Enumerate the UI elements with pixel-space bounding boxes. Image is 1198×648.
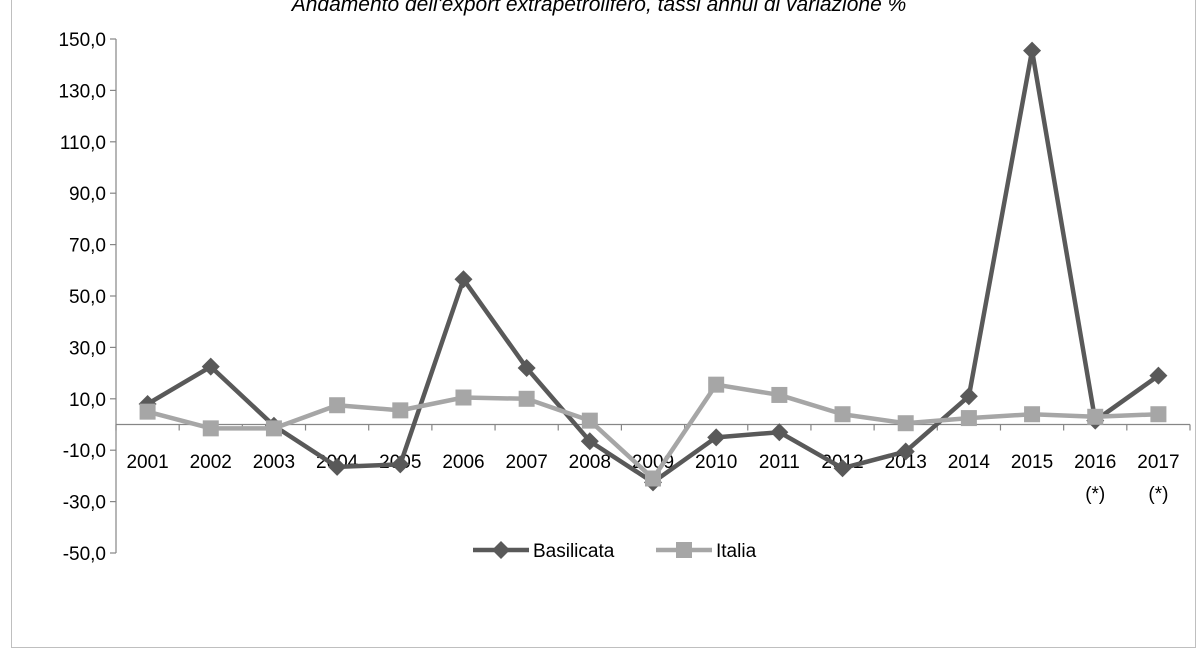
data-point <box>391 455 410 474</box>
x-tick-label: 2008 <box>569 452 611 473</box>
data-point <box>202 420 219 437</box>
data-point <box>328 457 347 476</box>
legend: Basilicata Italia <box>473 541 757 562</box>
legend-item-basilicata: Basilicata <box>473 541 615 562</box>
data-point <box>517 358 536 377</box>
legend-label: Italia <box>716 541 757 562</box>
x-tick-label: 2014 <box>948 452 991 473</box>
chart-title: Andamento dell'export extrapetrolifero, … <box>291 0 907 16</box>
x-tick-label: 2015 <box>1011 452 1053 473</box>
data-point <box>960 410 977 427</box>
x-tick-label: 2006 <box>442 452 484 473</box>
y-tick-label: 90,0 <box>69 184 106 205</box>
y-axis-tick-labels: 150,0 130,0 110,0 90,0 70,0 50,0 30,0 10,0 -10,0… <box>58 30 106 565</box>
data-point <box>1023 41 1042 60</box>
data-point <box>201 357 220 376</box>
y-tick-label: -10,0 <box>63 441 106 462</box>
x-tick-label: 2002 <box>190 452 232 473</box>
y-tick-label: 30,0 <box>69 338 106 359</box>
data-point <box>139 403 156 420</box>
y-tick-label: 50,0 <box>69 287 106 308</box>
legend-item-italia: Italia <box>656 541 757 562</box>
data-point <box>1149 366 1168 385</box>
data-point <box>1087 408 1104 425</box>
y-tick-label: 130,0 <box>58 81 106 102</box>
data-point <box>896 442 915 461</box>
data-point <box>1024 406 1041 423</box>
data-point <box>329 397 346 414</box>
x-tick-label: 2007 <box>506 452 548 473</box>
legend-label: Basilicata <box>533 541 615 562</box>
series-group <box>138 41 1168 492</box>
x-tick-label: 2017 <box>1137 452 1179 473</box>
y-tick-label: 10,0 <box>69 390 106 411</box>
y-tick-label: -50,0 <box>63 544 106 565</box>
data-point <box>770 423 789 442</box>
legend-marker <box>492 541 510 559</box>
data-point <box>708 376 725 393</box>
x-tick-label: 2016 <box>1074 452 1116 473</box>
data-point <box>645 470 661 487</box>
data-point <box>834 406 851 423</box>
data-point <box>454 270 473 289</box>
data-point <box>265 420 282 437</box>
x-tick-label: 2011 <box>759 452 800 473</box>
x-tick-label: (*) <box>1085 484 1105 505</box>
axes <box>110 38 1191 554</box>
x-tick-label: 2013 <box>885 452 927 473</box>
data-point <box>897 415 914 432</box>
data-point <box>771 386 788 403</box>
data-point <box>392 402 409 419</box>
x-tick-label: 2001 <box>126 452 168 473</box>
data-point <box>707 428 726 447</box>
data-point <box>581 412 598 429</box>
y-tick-label: 150,0 <box>58 30 106 51</box>
legend-marker <box>676 542 692 558</box>
data-point <box>455 389 472 406</box>
x-tick-label: 2010 <box>695 452 737 473</box>
data-point <box>959 387 978 406</box>
data-point <box>518 390 535 407</box>
data-point <box>833 459 852 478</box>
series-italia <box>139 376 1167 487</box>
x-tick-label: 2003 <box>253 452 295 473</box>
data-point <box>1150 406 1167 423</box>
x-tick-label: (*) <box>1148 484 1168 505</box>
series-basilicata <box>138 41 1168 492</box>
data-point <box>580 432 599 451</box>
y-tick-label: 70,0 <box>69 236 106 257</box>
y-tick-label: -30,0 <box>63 493 106 514</box>
y-tick-label: 110,0 <box>60 133 106 154</box>
